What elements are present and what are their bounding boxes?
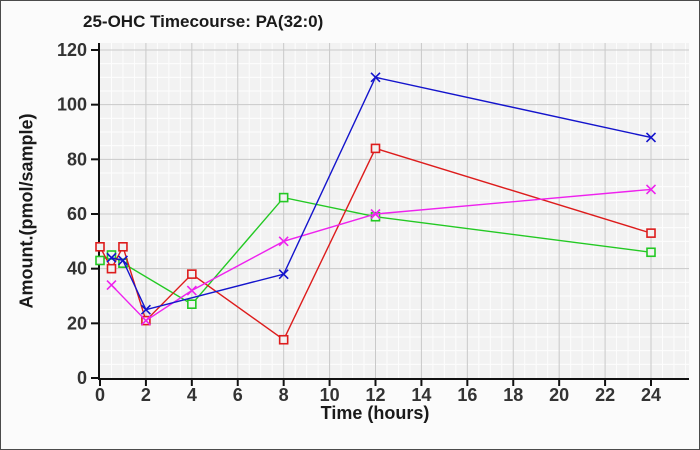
y-tick-label: 40	[67, 259, 87, 279]
data-point-blue-x	[278, 269, 289, 280]
data-point-green-squares	[278, 192, 289, 203]
x-tick-label: 22	[595, 385, 615, 405]
chart-title: 25-OHC Timecourse: PA(32:0)	[83, 12, 324, 31]
data-point-magenta-x	[140, 315, 151, 326]
data-point-magenta-x	[278, 236, 289, 247]
x-tick-label: 16	[457, 385, 477, 405]
x-tick-label: 24	[641, 385, 661, 405]
y-tick-label: 100	[57, 95, 87, 115]
y-tick-label: 80	[67, 149, 87, 169]
data-point-red-squares	[187, 269, 197, 279]
data-point-green-squares	[95, 255, 105, 266]
data-point-magenta-x	[186, 285, 197, 296]
data-point-red-squares	[646, 228, 656, 238]
x-tick-label: 6	[233, 385, 243, 405]
data-point-magenta-x	[370, 208, 381, 220]
data-point-blue-x	[370, 72, 381, 83]
x-tick-label: 14	[411, 385, 431, 405]
data-point-blue-x	[140, 304, 151, 315]
data-point-magenta-x	[645, 184, 657, 195]
plot-area	[99, 43, 689, 378]
y-tick-label: 20	[67, 313, 87, 333]
x-tick-label: 4	[187, 385, 197, 405]
data-point-red-squares	[95, 242, 105, 252]
data-point-blue-x	[117, 255, 129, 266]
data-point-red-squares	[106, 263, 117, 274]
data-point-green-squares	[106, 250, 117, 260]
x-tick-label: 10	[320, 385, 340, 405]
x-tick-label: 8	[279, 385, 289, 405]
x-tick-label: 0	[95, 385, 105, 405]
data-point-green-squares	[370, 211, 381, 222]
x-axis-label: Time (hours)	[320, 403, 430, 423]
y-tick-label: 120	[57, 40, 87, 60]
data-point-red-squares	[278, 334, 289, 345]
series-line-blue-x	[111, 76, 652, 311]
data-point-red-squares	[370, 143, 381, 154]
y-tick-label: 0	[77, 368, 87, 388]
x-tick-label: 20	[549, 385, 569, 405]
x-tick-label: 12	[365, 385, 385, 405]
data-point-blue-x	[106, 252, 117, 263]
data-point-green-squares	[646, 247, 656, 258]
data-point-magenta-x	[106, 280, 117, 291]
data-point-red-squares	[118, 242, 128, 252]
data-point-blue-x	[645, 132, 657, 143]
data-point-green-squares	[118, 258, 128, 269]
x-tick-label: 18	[503, 385, 523, 405]
x-tick-label: 2	[141, 385, 151, 405]
series-line-magenta-x	[110, 188, 652, 322]
data-point-green-squares	[187, 299, 197, 310]
y-tick-label: 60	[67, 204, 87, 224]
